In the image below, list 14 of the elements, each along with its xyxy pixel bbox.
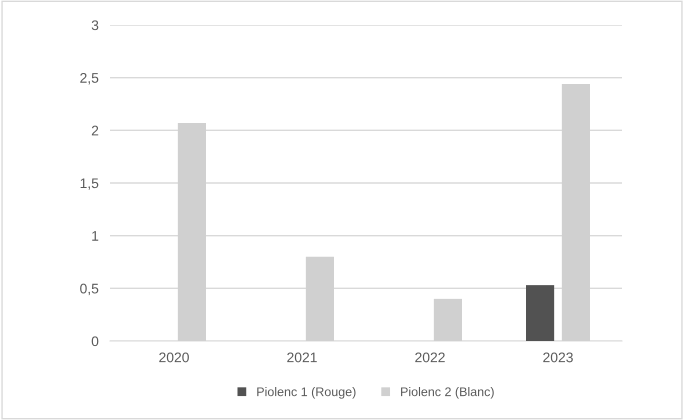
legend-label: Piolenc 2 (Blanc) xyxy=(401,387,494,399)
x-tick-label: 2020 xyxy=(159,352,189,362)
y-tick-label: 0,5 xyxy=(80,284,98,296)
y-tick-label: 0 xyxy=(92,336,98,346)
y-tick-label: 2 xyxy=(92,126,98,136)
y-tick-label: 2,5 xyxy=(80,73,98,84)
y-tick-label: 1,5 xyxy=(80,178,98,190)
y-tick-label: 3 xyxy=(92,20,98,30)
y-tick-label: 1 xyxy=(92,231,98,241)
legend-label: Piolenc 1 (Rouge) xyxy=(257,387,356,399)
x-tick-label: 2021 xyxy=(287,352,317,362)
x-tick-label: 2023 xyxy=(543,352,573,362)
bar xyxy=(526,285,554,341)
x-tick-label: 2022 xyxy=(415,352,445,362)
